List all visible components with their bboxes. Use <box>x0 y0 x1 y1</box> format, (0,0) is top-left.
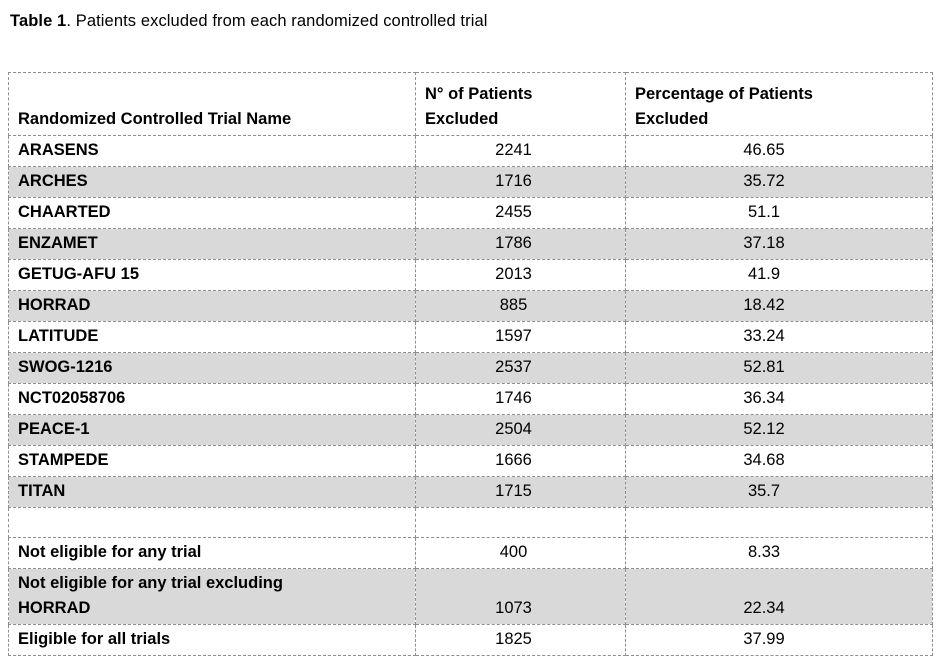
table-row: Not eligible for any trial 400 8.33 <box>8 536 933 569</box>
percentage-excluded-cell: 34.68 <box>625 445 933 477</box>
table-row: NCT02058706 1746 36.34 <box>8 383 933 415</box>
table-row: ENZAMET 1786 37.18 <box>8 228 933 260</box>
percentage-excluded-cell: 18.42 <box>625 290 933 322</box>
patients-excluded-cell: 2537 <box>415 352 626 384</box>
trial-name-cell: ENZAMET <box>8 228 416 260</box>
trial-name-cell: SWOG-1216 <box>8 352 416 384</box>
table-caption-label: Table 1 <box>10 12 67 30</box>
patients-excluded-cell: 1715 <box>415 476 626 508</box>
percentage-excluded-cell: 37.18 <box>625 228 933 260</box>
trial-name-cell: ARCHES <box>8 166 416 198</box>
percentage-excluded-cell: 52.12 <box>625 414 933 446</box>
table-header-row: Randomized Controlled Trial Name N° of P… <box>8 72 933 136</box>
percentage-excluded-cell: 46.65 <box>625 135 933 167</box>
patients-excluded-cell: 2013 <box>415 259 626 291</box>
trial-name-cell: PEACE-1 <box>8 414 416 446</box>
table-row: TITAN 1715 35.7 <box>8 476 933 508</box>
percentage-excluded-cell: 37.99 <box>625 623 933 656</box>
table-caption: Table 1. Patients excluded from each ran… <box>10 12 488 31</box>
percentage-excluded-cell: 22.34 <box>625 567 933 625</box>
patients-excluded-cell: 1746 <box>415 383 626 415</box>
percentage-excluded-cell: 41.9 <box>625 259 933 291</box>
table-caption-text: . Patients excluded from each randomized… <box>66 12 488 30</box>
patients-excluded-cell: 1597 <box>415 321 626 353</box>
trial-name-cell: HORRAD <box>8 290 416 322</box>
percentage-excluded-cell: 8.33 <box>625 536 933 569</box>
patients-excluded-cell: 1786 <box>415 228 626 260</box>
percentage-excluded-cell: 52.81 <box>625 352 933 384</box>
percentage-excluded-cell <box>625 507 933 538</box>
table-row <box>8 507 933 538</box>
column-header-patients-excluded: N° of Patients Excluded <box>415 72 626 136</box>
table-row: HORRAD 885 18.42 <box>8 290 933 322</box>
trial-name-cell: GETUG-AFU 15 <box>8 259 416 291</box>
table-row: GETUG-AFU 15 2013 41.9 <box>8 259 933 291</box>
patients-excluded-cell: 1716 <box>415 166 626 198</box>
percentage-excluded-cell: 35.7 <box>625 476 933 508</box>
trial-name-cell: ARASENS <box>8 135 416 167</box>
table-row: ARASENS 2241 46.65 <box>8 135 933 167</box>
patients-excluded-table: Randomized Controlled Trial Name N° of P… <box>8 72 933 656</box>
patients-excluded-cell: 2504 <box>415 414 626 446</box>
table-row: Not eligible for any trial excluding HOR… <box>8 567 933 625</box>
percentage-excluded-cell: 35.72 <box>625 166 933 198</box>
trial-name-cell: STAMPEDE <box>8 445 416 477</box>
percentage-excluded-cell: 36.34 <box>625 383 933 415</box>
trial-name-cell: CHAARTED <box>8 197 416 229</box>
table-row: CHAARTED 2455 51.1 <box>8 197 933 229</box>
patients-excluded-cell: 2455 <box>415 197 626 229</box>
patients-excluded-cell: 885 <box>415 290 626 322</box>
trial-name-cell: LATITUDE <box>8 321 416 353</box>
table-row: SWOG-1216 2537 52.81 <box>8 352 933 384</box>
patients-excluded-cell: 400 <box>415 536 626 569</box>
patients-excluded-cell: 1825 <box>415 623 626 656</box>
table-row: ARCHES 1716 35.72 <box>8 166 933 198</box>
table-row: PEACE-1 2504 52.12 <box>8 414 933 446</box>
trial-name-cell <box>8 507 416 538</box>
percentage-excluded-cell: 51.1 <box>625 197 933 229</box>
trial-name-cell: Eligible for all trials <box>8 623 416 656</box>
patients-excluded-cell: 1666 <box>415 445 626 477</box>
trial-name-cell: NCT02058706 <box>8 383 416 415</box>
patients-excluded-cell <box>415 507 626 538</box>
column-header-trial-name: Randomized Controlled Trial Name <box>8 72 416 136</box>
trial-name-cell: Not eligible for any trial excluding HOR… <box>8 567 416 625</box>
percentage-excluded-cell: 33.24 <box>625 321 933 353</box>
table-row: LATITUDE 1597 33.24 <box>8 321 933 353</box>
table-row: Eligible for all trials 1825 37.99 <box>8 623 933 656</box>
patients-excluded-cell: 1073 <box>415 567 626 625</box>
trial-name-cell: Not eligible for any trial <box>8 536 416 569</box>
table-row: STAMPEDE 1666 34.68 <box>8 445 933 477</box>
column-header-percentage-excluded: Percentage of Patients Excluded <box>625 72 933 136</box>
trial-name-cell: TITAN <box>8 476 416 508</box>
patients-excluded-cell: 2241 <box>415 135 626 167</box>
